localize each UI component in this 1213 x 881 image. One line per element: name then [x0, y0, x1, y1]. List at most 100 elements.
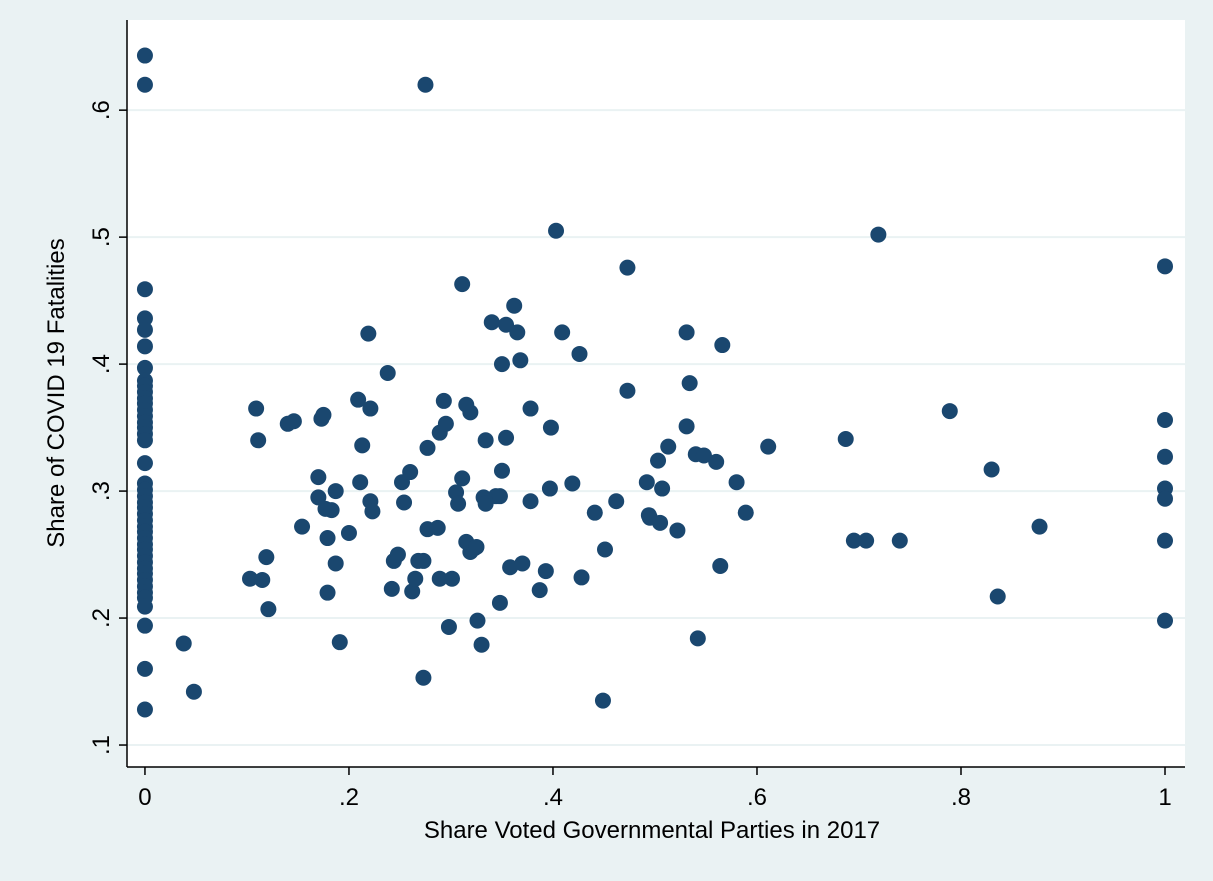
point: [454, 470, 471, 487]
point: [389, 546, 406, 563]
point: [728, 474, 745, 491]
point: [941, 403, 958, 420]
point: [402, 464, 419, 481]
point: [248, 400, 265, 417]
point: [594, 692, 611, 709]
point: [509, 324, 526, 341]
point: [294, 518, 311, 535]
point: [136, 321, 153, 338]
point: [564, 475, 581, 492]
point: [440, 618, 457, 635]
y-tick-label: .4: [88, 354, 115, 374]
point: [596, 541, 613, 558]
point: [136, 598, 153, 615]
point: [437, 415, 454, 432]
point: [608, 493, 625, 510]
point: [360, 325, 377, 342]
point: [310, 469, 327, 486]
point: [502, 559, 519, 576]
point: [136, 310, 153, 327]
point: [136, 617, 153, 634]
plot-area: [127, 20, 1185, 767]
point: [136, 76, 153, 93]
point: [331, 634, 348, 651]
point: [669, 522, 686, 539]
point: [1157, 532, 1174, 549]
point: [541, 480, 558, 497]
point: [681, 375, 698, 392]
x-tick-label: .4: [543, 784, 563, 811]
x-tick-label: 0: [138, 784, 151, 811]
point: [396, 494, 413, 511]
point: [477, 432, 494, 449]
point: [258, 549, 275, 566]
point: [652, 514, 669, 531]
point: [350, 391, 367, 408]
point: [404, 583, 421, 600]
point: [136, 660, 153, 677]
point: [407, 570, 424, 587]
point: [340, 524, 357, 541]
point: [654, 480, 671, 497]
point: [491, 594, 508, 611]
point: [254, 571, 271, 588]
point: [619, 259, 636, 276]
point: [260, 601, 277, 618]
point: [522, 400, 539, 417]
point: [493, 356, 510, 373]
x-tick-label: 1: [1158, 784, 1171, 811]
point: [493, 462, 510, 479]
point: [354, 437, 371, 454]
point: [689, 630, 706, 647]
point: [506, 297, 523, 314]
point: [708, 453, 725, 470]
point: [660, 438, 677, 455]
point: [417, 76, 434, 93]
point: [678, 324, 695, 341]
point: [469, 612, 486, 629]
point: [419, 439, 436, 456]
point: [285, 413, 302, 430]
point: [323, 502, 340, 519]
x-tick-label: .6: [747, 784, 767, 811]
point: [983, 461, 1000, 478]
point: [542, 419, 559, 436]
point: [537, 563, 554, 580]
point: [858, 532, 875, 549]
point: [650, 452, 667, 469]
point: [383, 580, 400, 597]
y-tick-label: .3: [88, 481, 115, 501]
point: [498, 429, 515, 446]
point: [185, 683, 202, 700]
point: [483, 314, 500, 331]
point: [435, 392, 452, 409]
point: [136, 338, 153, 355]
x-tick-label: .2: [339, 784, 359, 811]
point: [522, 493, 539, 510]
point: [514, 555, 531, 572]
point: [1157, 490, 1174, 507]
x-axis-label: Share Voted Governmental Parties in 2017: [424, 817, 880, 844]
point: [512, 352, 529, 369]
x-tick-label: .8: [951, 784, 971, 811]
point: [695, 447, 712, 464]
point: [1157, 612, 1174, 629]
point: [454, 276, 471, 293]
point: [136, 47, 153, 64]
point: [554, 324, 571, 341]
point: [327, 483, 344, 500]
point: [837, 431, 854, 448]
point: [136, 455, 153, 472]
y-tick-label: .6: [88, 100, 115, 120]
point: [364, 503, 381, 520]
point: [242, 570, 259, 587]
point: [468, 538, 485, 555]
point: [136, 359, 153, 376]
y-tick-label: .1: [88, 735, 115, 755]
point: [989, 588, 1006, 605]
point: [352, 474, 369, 491]
point: [175, 635, 192, 652]
point: [531, 582, 548, 599]
point: [136, 701, 153, 718]
